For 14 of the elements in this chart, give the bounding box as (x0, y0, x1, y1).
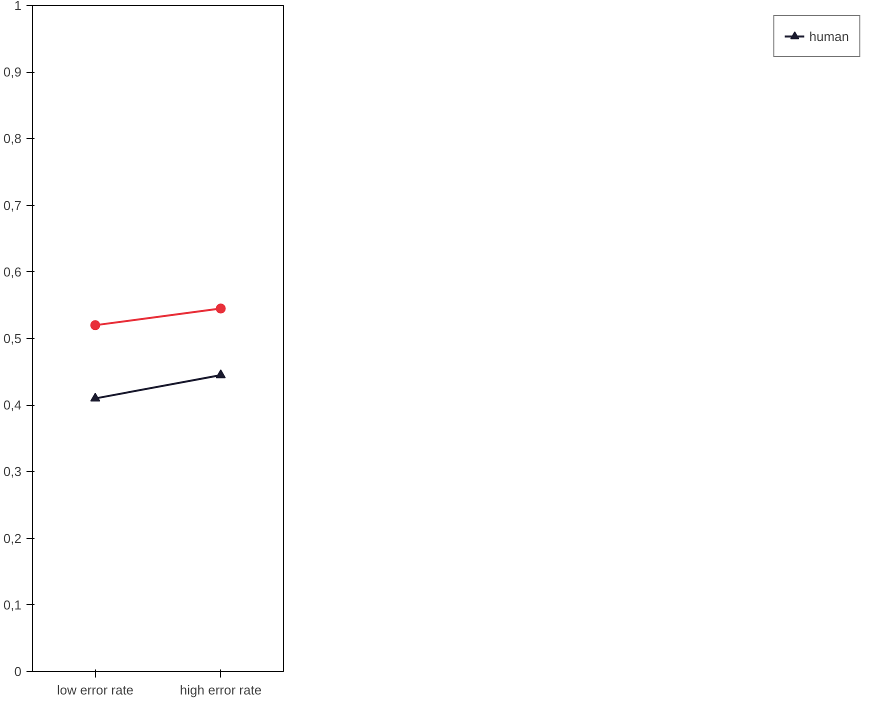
y-tick-label: 0,8 (3, 131, 22, 146)
y-tick-label: 0,9 (3, 64, 22, 80)
x-tick-label: high error rate (180, 682, 262, 698)
y-tick-label: 0,3 (3, 464, 22, 480)
y-tick-label: 0,6 (3, 264, 22, 280)
y-tick-label: 0 (14, 664, 22, 679)
y-tick-label: 0,1 (3, 597, 22, 612)
y-tick-label: 0,7 (3, 198, 22, 213)
legend-label: human (809, 28, 849, 44)
y-tick-label: 0,2 (3, 530, 22, 546)
y-tick-label: 0,5 (3, 331, 22, 346)
x-tick-label: low error rate (56, 682, 134, 698)
y-tick-label: 1 (14, 0, 22, 13)
y-tick-label: 0,4 (3, 398, 22, 413)
